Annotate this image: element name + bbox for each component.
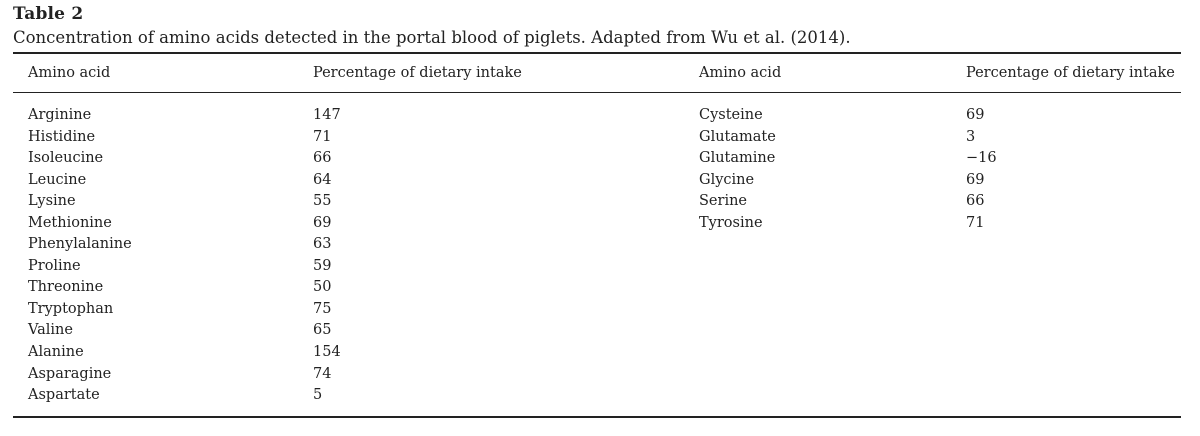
table-cell: Histidine (28, 128, 96, 145)
table-cell: Leucine (28, 171, 87, 188)
right-percentage-column: 69 3 −16 69 66 71 (966, 105, 997, 234)
table-cell: Cysteine (699, 107, 763, 123)
table-cell: Serine (699, 193, 748, 210)
column-header-percentage-right: Percentage of dietary intake (966, 65, 1175, 81)
table-caption: Concentration of amino acids detected in… (13, 28, 851, 47)
table-cell: 66 (966, 193, 985, 210)
table-cell: Proline (28, 257, 81, 274)
table-cell: 5 (313, 387, 323, 404)
table-cell: 55 (313, 193, 332, 210)
table-cell: 69 (966, 107, 985, 123)
left-amino-acid-column: Arginine Histidine Isoleucine Leucine Ly… (28, 105, 132, 407)
table-header-rule (13, 92, 1181, 93)
table-cell: Isoleucine (28, 150, 104, 167)
table-cell: Arginine (28, 107, 92, 123)
table-cell: 75 (313, 300, 332, 317)
table-cell: 66 (313, 150, 332, 167)
table-cell: Asparagine (28, 365, 112, 382)
table-cell: Valine (28, 322, 73, 339)
column-header-amino-acid-left: Amino acid (28, 65, 111, 81)
table-cell: 64 (313, 171, 332, 188)
table-cell: Lysine (28, 193, 76, 210)
table-cell: 69 (966, 171, 985, 188)
table-cell: Alanine (28, 344, 84, 361)
table-cell: 3 (966, 128, 976, 145)
table-cell: 154 (313, 344, 341, 361)
left-percentage-column: 147 71 66 64 55 69 63 59 50 75 65 154 74… (313, 105, 341, 407)
table-cell: 59 (313, 257, 332, 274)
table-cell: 69 (313, 214, 332, 231)
table-cell: −16 (966, 150, 997, 167)
table-bottom-rule (13, 416, 1181, 418)
table-cell: Aspartate (28, 387, 100, 404)
table-cell: Glutamine (699, 150, 776, 167)
table-cell: Phenylalanine (28, 236, 132, 253)
table-label: Table 2 (13, 4, 84, 24)
table-cell: 50 (313, 279, 332, 296)
column-header-amino-acid-right: Amino acid (699, 65, 782, 81)
table-cell: Threonine (28, 279, 104, 296)
table-cell: 71 (313, 128, 332, 145)
table-cell: Tyrosine (699, 214, 763, 231)
table-cell: 63 (313, 236, 332, 253)
table-cell: Glutamate (699, 128, 776, 145)
table-cell: 74 (313, 365, 332, 382)
table-cell: 65 (313, 322, 332, 339)
table-cell: 147 (313, 107, 341, 123)
column-header-percentage-left: Percentage of dietary intake (313, 65, 522, 81)
right-amino-acid-column: Cysteine Glutamate Glutamine Glycine Ser… (699, 105, 776, 234)
table-top-rule (13, 52, 1181, 54)
table-cell: 71 (966, 214, 985, 231)
table-cell: Glycine (699, 171, 755, 188)
table-cell: Methionine (28, 214, 112, 231)
table-cell: Tryptophan (28, 300, 114, 317)
